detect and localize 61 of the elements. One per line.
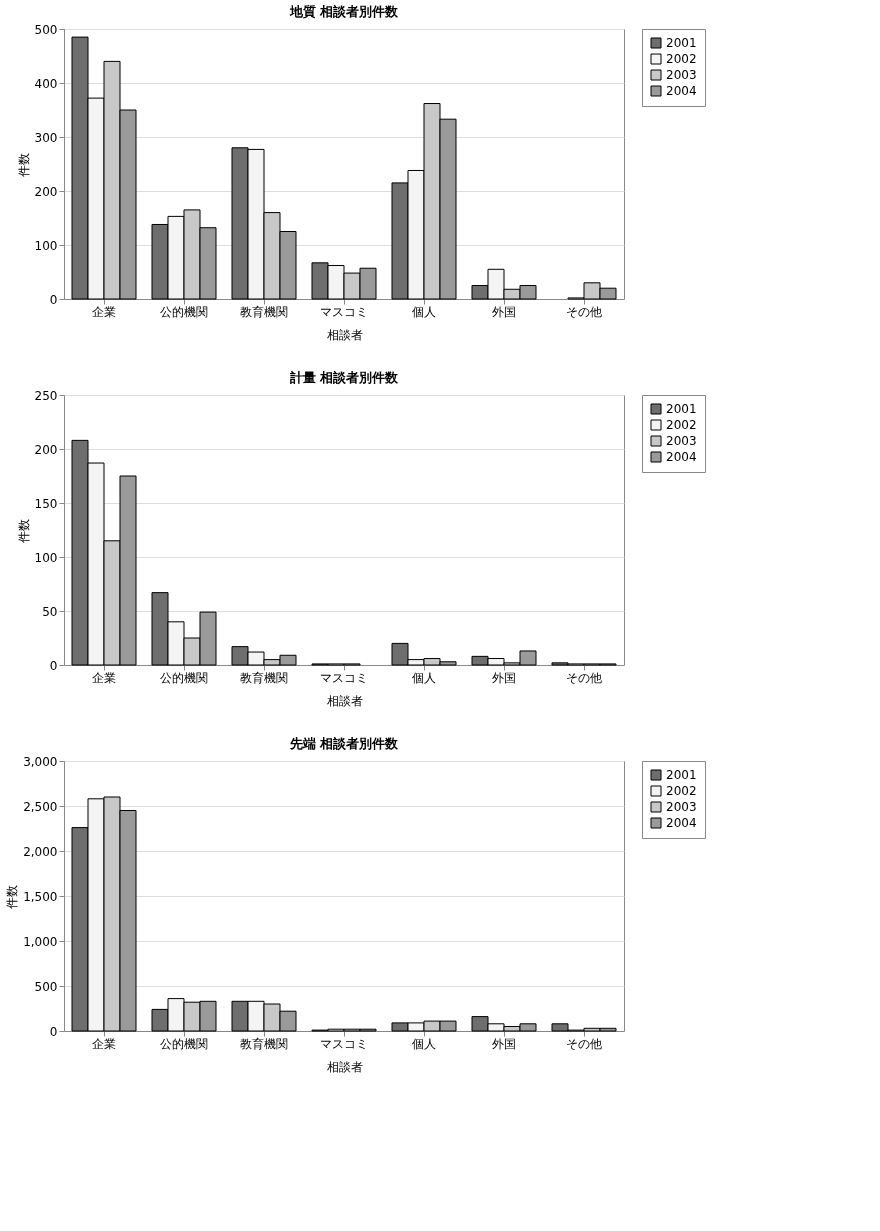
y-tick-label: 300 [34, 130, 58, 145]
legend-label: 2001 [666, 36, 697, 50]
x-axis-title: 相談者 [326, 1059, 363, 1074]
y-tick-label: 50 [42, 604, 58, 619]
y-tick-label: 0 [49, 292, 58, 307]
y-tick-label: 400 [34, 76, 58, 91]
x-tick-label: 公的機関 [160, 1036, 208, 1051]
x-tick-label: その他 [566, 670, 602, 685]
y-tick-label: 0 [49, 1024, 58, 1039]
x-tick-label: その他 [566, 1036, 602, 1051]
x-tick-label: 外国 [492, 670, 516, 685]
y-tick-label: 0 [49, 658, 58, 673]
x-tick-label: マスコミ [320, 670, 368, 685]
x-tick-label: 外国 [492, 1036, 516, 1051]
legend-label: 2003 [666, 68, 697, 82]
x-tick-label: 個人 [412, 1036, 436, 1051]
y-axis-title: 件数 [5, 884, 20, 909]
legend-label: 2003 [666, 434, 697, 448]
y-tick-label: 100 [34, 238, 58, 253]
y-tick-label: 1,500 [23, 889, 58, 904]
y-tick-label: 250 [34, 388, 58, 403]
x-tick-label: マスコミ [320, 1036, 368, 1051]
legend-label: 2004 [666, 450, 697, 464]
x-tick-label: 企業 [92, 670, 116, 685]
legend-label: 2003 [666, 800, 697, 814]
y-axis-title: 件数 [16, 152, 31, 177]
x-tick-label: 公的機関 [160, 670, 208, 685]
y-tick-label: 100 [34, 550, 58, 565]
legend-label: 2002 [666, 784, 697, 798]
x-tick-label: 個人 [412, 304, 436, 319]
y-tick-label: 150 [34, 496, 58, 511]
x-tick-label: 教育機関 [240, 1036, 288, 1051]
y-tick-label: 500 [34, 22, 58, 37]
legend-label: 2002 [666, 418, 697, 432]
x-tick-label: 外国 [492, 304, 516, 319]
chart-title: 計量 相談者別件数 [288, 370, 400, 385]
y-tick-label: 200 [34, 442, 58, 457]
x-tick-label: 企業 [92, 304, 116, 319]
legend-label: 2004 [666, 816, 697, 830]
x-axis-title: 相談者 [326, 693, 363, 708]
legend-label: 2004 [666, 84, 697, 98]
chart-title: 地質 相談者別件数 [288, 4, 400, 19]
legend-label: 2001 [666, 402, 697, 416]
x-tick-label: 企業 [92, 1036, 116, 1051]
x-tick-label: 教育機関 [240, 670, 288, 685]
x-tick-label: 教育機関 [240, 304, 288, 319]
x-axis-title: 相談者 [326, 327, 363, 342]
x-tick-label: マスコミ [320, 304, 368, 319]
legend-label: 2002 [666, 52, 697, 66]
y-tick-label: 3,000 [23, 754, 58, 769]
x-tick-label: 個人 [412, 670, 436, 685]
y-tick-label: 1,000 [23, 934, 58, 949]
chart-title: 先端 相談者別件数 [288, 736, 400, 751]
x-tick-label: その他 [566, 304, 602, 319]
y-tick-label: 2,000 [23, 844, 58, 859]
y-tick-label: 200 [34, 184, 58, 199]
legend-label: 2001 [666, 768, 697, 782]
x-tick-label: 公的機関 [160, 304, 208, 319]
y-tick-label: 2,500 [23, 799, 58, 814]
y-tick-label: 500 [34, 979, 58, 994]
y-axis-title: 件数 [16, 518, 31, 543]
